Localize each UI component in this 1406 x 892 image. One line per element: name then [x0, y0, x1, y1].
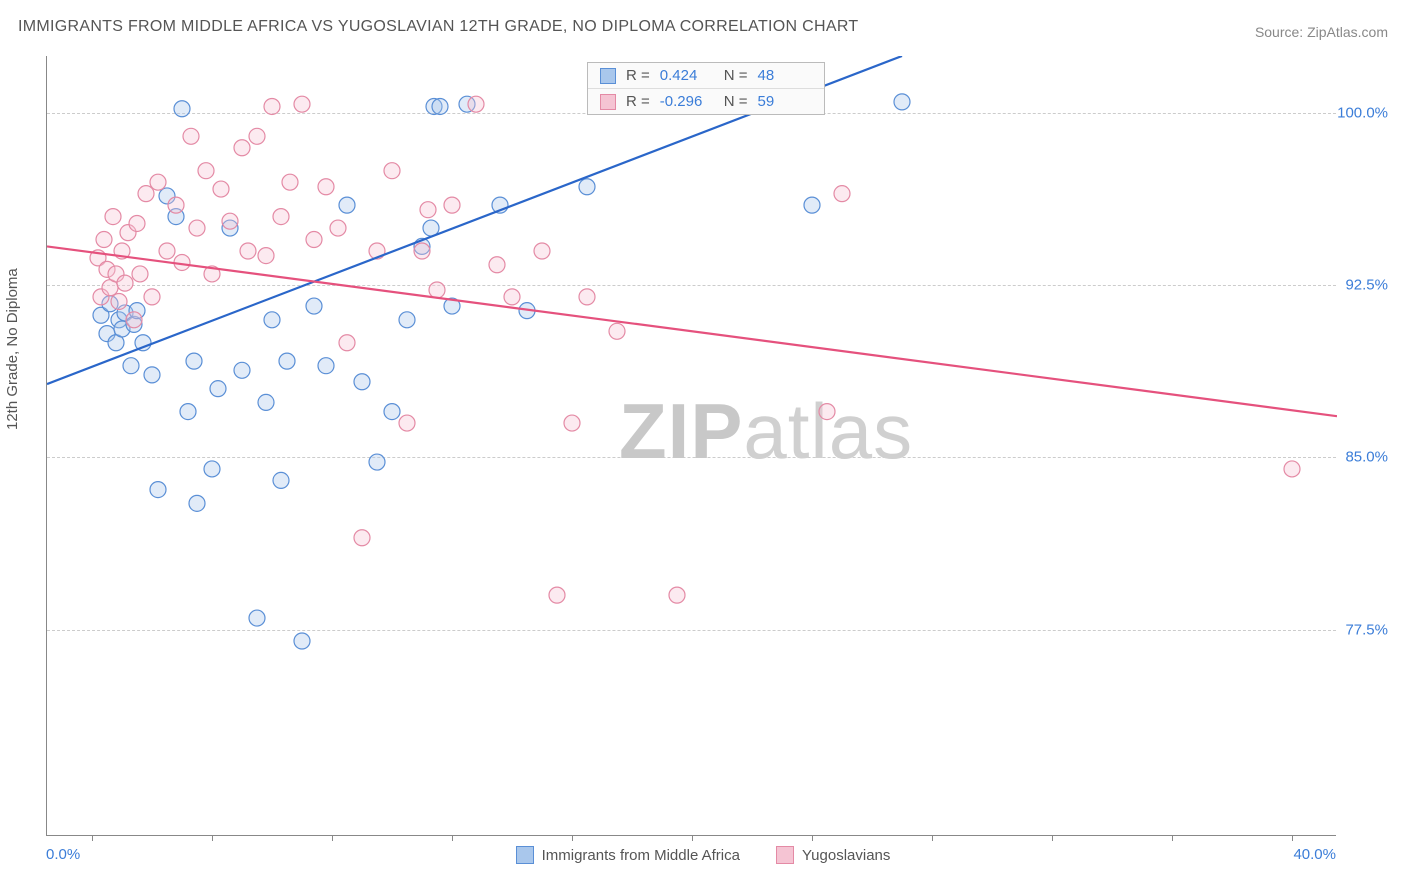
- scatter-point: [138, 186, 154, 202]
- scatter-point: [204, 461, 220, 477]
- scatter-point: [264, 312, 280, 328]
- scatter-point: [294, 633, 310, 649]
- scatter-point: [150, 482, 166, 498]
- scatter-point: [279, 353, 295, 369]
- scatter-point: [1284, 461, 1300, 477]
- scatter-point: [189, 220, 205, 236]
- scatter-point: [249, 610, 265, 626]
- scatter-point: [414, 243, 430, 259]
- scatter-point: [258, 394, 274, 410]
- stats-row-series-1: R =-0.296 N =59: [588, 88, 824, 114]
- scatter-point: [144, 367, 160, 383]
- scatter-point: [117, 275, 133, 291]
- legend-item-0: Immigrants from Middle Africa: [516, 846, 740, 864]
- scatter-point: [318, 179, 334, 195]
- scatter-point: [444, 197, 460, 213]
- scatter-point: [186, 353, 202, 369]
- scatter-point: [240, 243, 256, 259]
- scatter-point: [534, 243, 550, 259]
- scatter-point: [819, 404, 835, 420]
- legend-label: Immigrants from Middle Africa: [542, 847, 740, 864]
- scatter-point: [198, 163, 214, 179]
- scatter-point: [834, 186, 850, 202]
- scatter-point: [150, 174, 166, 190]
- scatter-point: [420, 202, 436, 218]
- scatter-point: [174, 101, 190, 117]
- scatter-point: [549, 587, 565, 603]
- scatter-point: [468, 96, 484, 112]
- scatter-point: [669, 587, 685, 603]
- scatter-point: [579, 179, 595, 195]
- scatter-point: [354, 530, 370, 546]
- chart-title: IMMIGRANTS FROM MIDDLE AFRICA VS YUGOSLA…: [18, 18, 858, 36]
- scatter-point: [180, 404, 196, 420]
- scatter-point: [189, 495, 205, 511]
- y-tick-label: 77.5%: [1345, 621, 1388, 638]
- scatter-point: [159, 243, 175, 259]
- scatter-point: [123, 358, 139, 374]
- scatter-point: [111, 293, 127, 309]
- scatter-point: [339, 335, 355, 351]
- scatter-point: [384, 404, 400, 420]
- legend-label: Yugoslavians: [802, 847, 890, 864]
- chart-source: Source: ZipAtlas.com: [1255, 24, 1388, 40]
- scatter-point: [210, 381, 226, 397]
- scatter-point: [168, 197, 184, 213]
- y-axis-label: 12th Grade, No Diploma: [4, 268, 21, 430]
- stats-row-series-0: R =0.424 N =48: [588, 63, 824, 88]
- bottom-legend: Immigrants from Middle Africa Yugoslavia…: [0, 846, 1406, 864]
- scatter-point: [489, 257, 505, 273]
- scatter-point: [132, 266, 148, 282]
- scatter-point: [504, 289, 520, 305]
- scatter-point: [432, 98, 448, 114]
- scatter-point: [282, 174, 298, 190]
- scatter-point: [354, 374, 370, 390]
- trend-line: [47, 246, 1337, 416]
- scatter-point: [609, 323, 625, 339]
- scatter-point: [234, 362, 250, 378]
- scatter-point: [564, 415, 580, 431]
- scatter-point: [222, 213, 238, 229]
- scatter-point: [399, 415, 415, 431]
- scatter-point: [384, 163, 400, 179]
- scatter-point: [399, 312, 415, 328]
- scatter-point: [306, 232, 322, 248]
- scatter-point: [213, 181, 229, 197]
- y-tick-label: 100.0%: [1337, 105, 1388, 122]
- scatter-point: [144, 289, 160, 305]
- y-tick-label: 85.0%: [1345, 449, 1388, 466]
- scatter-point: [369, 454, 385, 470]
- scatter-point: [273, 472, 289, 488]
- scatter-point: [330, 220, 346, 236]
- scatter-point: [105, 209, 121, 225]
- scatter-point: [306, 298, 322, 314]
- y-tick-label: 92.5%: [1345, 277, 1388, 294]
- scatter-point: [318, 358, 334, 374]
- plot-area: ZIPatlas R =0.424 N =48 R =-0.296 N =59: [46, 56, 1336, 836]
- scatter-point: [264, 98, 280, 114]
- scatter-point: [129, 215, 145, 231]
- scatter-point: [249, 128, 265, 144]
- scatter-point: [273, 209, 289, 225]
- stats-legend-box: R =0.424 N =48 R =-0.296 N =59: [587, 62, 825, 115]
- scatter-point: [234, 140, 250, 156]
- scatter-point: [183, 128, 199, 144]
- legend-item-1: Yugoslavians: [776, 846, 890, 864]
- scatter-point: [294, 96, 310, 112]
- scatter-point: [96, 232, 112, 248]
- scatter-point: [258, 248, 274, 264]
- scatter-point: [429, 282, 445, 298]
- scatter-svg: [47, 56, 1337, 836]
- scatter-point: [579, 289, 595, 305]
- scatter-point: [804, 197, 820, 213]
- scatter-point: [339, 197, 355, 213]
- scatter-point: [894, 94, 910, 110]
- scatter-point: [126, 312, 142, 328]
